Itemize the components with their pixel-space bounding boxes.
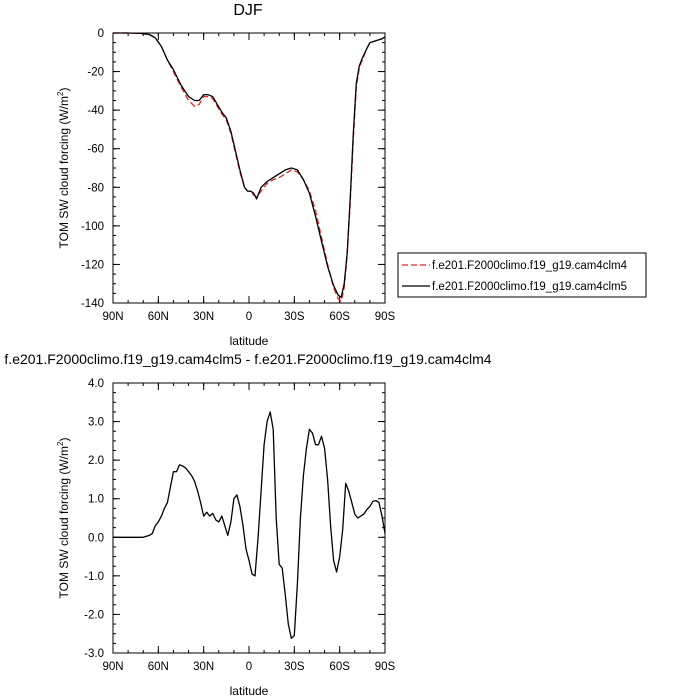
panel-top-series-line-0 xyxy=(113,32,386,302)
panel-top-x-ticks: 90N 60N 30N 0 30S 60S 90S xyxy=(102,33,396,323)
panel-top-x-axis-label: latitude xyxy=(230,334,269,348)
legend-label-cam4clm5: f.e201.F2000climo.f19_g19.cam4clm5 xyxy=(432,281,627,293)
panel-bottom-y-ticks: 4.0 3.0 2.0 1.0 0.0 -1.0 -2.0 -3.0 xyxy=(84,378,385,660)
legend-label-cam4clm4: f.e201.F2000climo.f19_g19.cam4clm4 xyxy=(432,260,628,272)
panel-bottom-y-tick-label: 2.0 xyxy=(88,455,104,467)
panel-bottom-x-ticks: 90N 60N 30N 0 30S 60S 90S xyxy=(102,383,396,673)
panel-top-x-tick-label: 90S xyxy=(375,311,396,323)
panel-top-y-ticks: 0 -20 -40 -60 -80 -100 -120 -140 xyxy=(81,28,385,310)
panel-bottom-x-tick-label: 60S xyxy=(329,661,350,673)
panel-top-y-tick-label: -40 xyxy=(87,105,104,117)
panel-bottom-y-tick-label: 3.0 xyxy=(88,417,104,429)
panel-bottom-x-axis-label: latitude xyxy=(230,684,269,698)
panel-top-y-tick-label: -120 xyxy=(81,259,104,271)
panel-bottom: f.e201.F2000climo.f19_g19.cam4clm5 - f.e… xyxy=(4,351,491,698)
panel-top-y-tick-label: -20 xyxy=(87,67,104,79)
panel-bottom-series xyxy=(113,411,386,639)
panel-bottom-plot-frame xyxy=(112,382,386,654)
panel-top: DJF 0-20-40-60-80-100-120-140 90N 60N 30N 0… xyxy=(56,2,647,348)
panel-bottom-y-tick-label: -3.0 xyxy=(84,648,104,660)
panel-top-title: DJF xyxy=(233,2,263,19)
panel-top-y-tick-label: -60 xyxy=(87,144,104,156)
panel-bottom-series-line-0 xyxy=(113,411,386,639)
legend-box xyxy=(397,252,647,298)
panel-top-y-axis-label: TOM SW cloud forcing (W/m2) xyxy=(56,88,71,249)
panel-bottom-x-tick-label: 30N xyxy=(193,661,214,673)
panel-bottom-y-tick-label: 0.0 xyxy=(88,532,104,544)
panel-bottom-x-tick-label: 0 xyxy=(246,661,252,673)
panel-top-x-tick-label: 30S xyxy=(284,311,305,323)
panel-top-y-tick-label: 0 xyxy=(98,28,104,40)
panel-top-y-tick-label: -80 xyxy=(87,182,104,194)
panel-top-x-tick-label: 60S xyxy=(329,311,350,323)
panel-bottom-title: f.e201.F2000climo.f19_g19.cam4clm5 - f.e… xyxy=(4,351,491,367)
panel-top-x-tick-label: 30N xyxy=(193,311,214,323)
panel-bottom-y-axis-label: TOM SW cloud forcing (W/m2) xyxy=(56,438,71,599)
panel-top-y-tick-label: -100 xyxy=(81,221,104,233)
panel-top-x-tick-label: 0 xyxy=(246,311,252,323)
panel-top-x-tick-label: 90N xyxy=(102,311,123,323)
panel-top-plot-frame xyxy=(112,32,386,304)
panel-bottom-x-tick-label: 90S xyxy=(375,661,396,673)
panel-top-x-tick-label: 60N xyxy=(148,311,169,323)
panel-top-series-line-1 xyxy=(113,32,386,298)
panel-bottom-x-tick-label: 30S xyxy=(284,661,305,673)
panel-bottom-x-tick-label: 60N xyxy=(148,661,169,673)
panel-bottom-y-tick-label: 1.0 xyxy=(88,494,104,506)
legend: f.e201.F2000climo.f19_g19.cam4clm4 f.e20… xyxy=(397,252,647,298)
panel-bottom-x-tick-label: 90N xyxy=(102,661,123,673)
panel-top-series xyxy=(113,32,386,302)
panel-top-y-tick-label: -140 xyxy=(81,298,104,310)
panel-bottom-y-tick-label: -2.0 xyxy=(84,609,104,621)
panel-bottom-y-tick-label: 4.0 xyxy=(88,378,104,390)
panel-bottom-y-tick-label: -1.0 xyxy=(84,571,104,583)
